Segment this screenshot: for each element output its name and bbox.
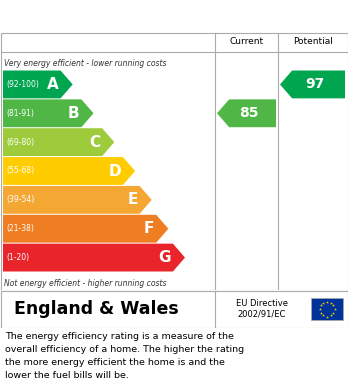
- Polygon shape: [3, 244, 185, 271]
- Polygon shape: [217, 99, 276, 127]
- Text: A: A: [47, 77, 58, 92]
- Text: D: D: [108, 163, 121, 179]
- Bar: [311, 298, 343, 320]
- Text: (69-80): (69-80): [6, 138, 34, 147]
- Text: Very energy efficient - lower running costs: Very energy efficient - lower running co…: [4, 59, 166, 68]
- Text: EU Directive
2002/91/EC: EU Directive 2002/91/EC: [236, 299, 287, 319]
- Polygon shape: [3, 215, 168, 243]
- Polygon shape: [3, 186, 152, 214]
- Polygon shape: [3, 99, 94, 127]
- Text: C: C: [89, 135, 100, 150]
- Text: England & Wales: England & Wales: [14, 300, 179, 318]
- Text: (55-68): (55-68): [6, 167, 34, 176]
- Text: (1-20): (1-20): [6, 253, 29, 262]
- Text: (92-100): (92-100): [6, 80, 39, 89]
- Text: (39-54): (39-54): [6, 196, 34, 204]
- Polygon shape: [280, 70, 345, 99]
- Text: (81-91): (81-91): [6, 109, 34, 118]
- Text: B: B: [68, 106, 79, 121]
- Polygon shape: [3, 157, 135, 185]
- Polygon shape: [3, 70, 73, 99]
- Text: Not energy efficient - higher running costs: Not energy efficient - higher running co…: [4, 278, 166, 287]
- Text: 85: 85: [239, 106, 258, 120]
- Text: (21-38): (21-38): [6, 224, 34, 233]
- Text: The energy efficiency rating is a measure of the
overall efficiency of a home. T: The energy efficiency rating is a measur…: [5, 332, 244, 380]
- Text: G: G: [158, 250, 171, 265]
- Polygon shape: [3, 128, 114, 156]
- Text: Energy Efficiency Rating: Energy Efficiency Rating: [60, 7, 288, 25]
- Text: F: F: [144, 221, 154, 236]
- Text: Potential: Potential: [293, 38, 333, 47]
- Text: Current: Current: [229, 38, 263, 47]
- Text: 97: 97: [305, 77, 324, 91]
- Text: E: E: [127, 192, 137, 207]
